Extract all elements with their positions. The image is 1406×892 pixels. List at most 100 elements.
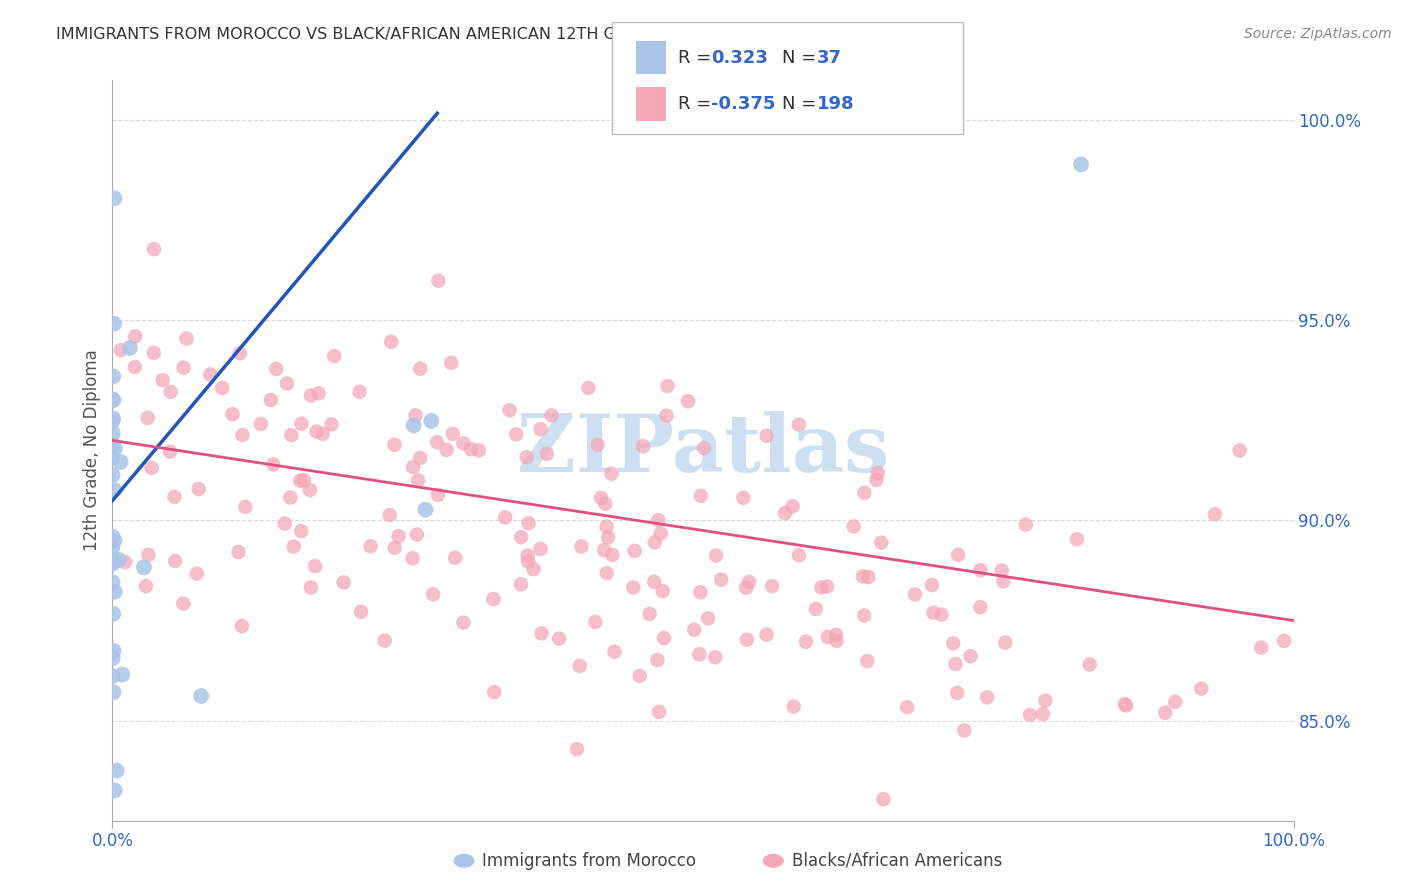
Point xyxy=(384,541,406,555)
Point xyxy=(1250,640,1272,655)
Point xyxy=(350,605,373,619)
Point xyxy=(494,510,516,524)
Point xyxy=(228,545,250,559)
Point xyxy=(931,607,953,622)
Point xyxy=(101,530,124,544)
Point xyxy=(104,442,127,456)
Point xyxy=(953,723,976,738)
Point xyxy=(655,409,678,423)
Point xyxy=(299,581,322,595)
Point xyxy=(1078,657,1101,672)
Point xyxy=(101,411,124,425)
Point xyxy=(1114,698,1136,712)
Point xyxy=(264,362,287,376)
Point xyxy=(683,623,706,637)
Point xyxy=(991,564,1014,578)
Point xyxy=(755,627,778,641)
Point xyxy=(118,341,141,355)
Point xyxy=(1033,694,1056,708)
Point xyxy=(159,444,181,458)
Point xyxy=(517,555,540,569)
Point xyxy=(321,417,343,432)
Point xyxy=(595,520,617,534)
Point xyxy=(865,473,887,487)
Point xyxy=(409,361,432,376)
Point xyxy=(1164,695,1187,709)
Point xyxy=(510,530,533,544)
Point xyxy=(638,607,661,621)
Point xyxy=(976,690,998,705)
Point xyxy=(460,442,482,456)
Point xyxy=(993,574,1015,589)
Point xyxy=(482,592,505,607)
Point xyxy=(135,579,157,593)
Point xyxy=(735,632,758,647)
Point xyxy=(402,418,425,433)
Point xyxy=(510,577,533,591)
Point xyxy=(787,417,810,432)
Point xyxy=(704,650,727,665)
Point xyxy=(101,575,124,590)
Point xyxy=(427,274,450,288)
Point xyxy=(402,551,425,566)
Point xyxy=(603,645,626,659)
Point xyxy=(761,579,783,593)
Point xyxy=(453,436,475,450)
Point xyxy=(596,530,619,544)
Point xyxy=(101,392,124,407)
Point xyxy=(142,346,165,360)
Point xyxy=(853,485,876,500)
Point xyxy=(858,570,880,584)
Text: ZIPatlas: ZIPatlas xyxy=(517,411,889,490)
Point xyxy=(969,600,991,615)
Point xyxy=(405,409,427,423)
Point xyxy=(103,317,125,331)
Point xyxy=(516,450,538,465)
Point xyxy=(103,644,125,658)
Point xyxy=(415,502,437,516)
Point xyxy=(644,535,666,549)
Point xyxy=(589,491,612,505)
Point xyxy=(107,553,129,567)
Point xyxy=(735,581,758,595)
Point xyxy=(631,439,654,453)
Point xyxy=(536,447,558,461)
Point xyxy=(101,669,124,683)
Point xyxy=(101,468,124,483)
Point xyxy=(782,699,804,714)
Point xyxy=(516,549,538,563)
Point xyxy=(825,628,848,642)
Point xyxy=(304,559,326,574)
Point xyxy=(436,442,458,457)
Point xyxy=(114,555,136,569)
Point xyxy=(422,587,444,601)
Point xyxy=(1272,633,1295,648)
Point xyxy=(110,343,132,357)
Point xyxy=(946,548,969,562)
Point xyxy=(101,450,124,465)
Point xyxy=(482,685,505,699)
Point xyxy=(856,654,879,668)
Point xyxy=(853,608,876,623)
Point xyxy=(921,578,943,592)
Point xyxy=(274,516,297,531)
Point xyxy=(290,417,312,431)
Point xyxy=(942,636,965,650)
Point xyxy=(260,392,283,407)
Point xyxy=(733,491,755,505)
Point xyxy=(676,394,699,409)
Point xyxy=(576,381,599,395)
Text: 37: 37 xyxy=(817,48,842,67)
Point xyxy=(173,360,195,375)
Point xyxy=(444,550,467,565)
Point xyxy=(104,584,127,599)
Point xyxy=(101,554,124,568)
Point xyxy=(124,359,146,374)
Point xyxy=(142,242,165,256)
Point xyxy=(688,648,710,662)
Point xyxy=(299,388,322,402)
Point xyxy=(262,458,284,472)
Point xyxy=(1015,517,1038,532)
Point xyxy=(787,548,810,562)
Point xyxy=(623,544,645,558)
